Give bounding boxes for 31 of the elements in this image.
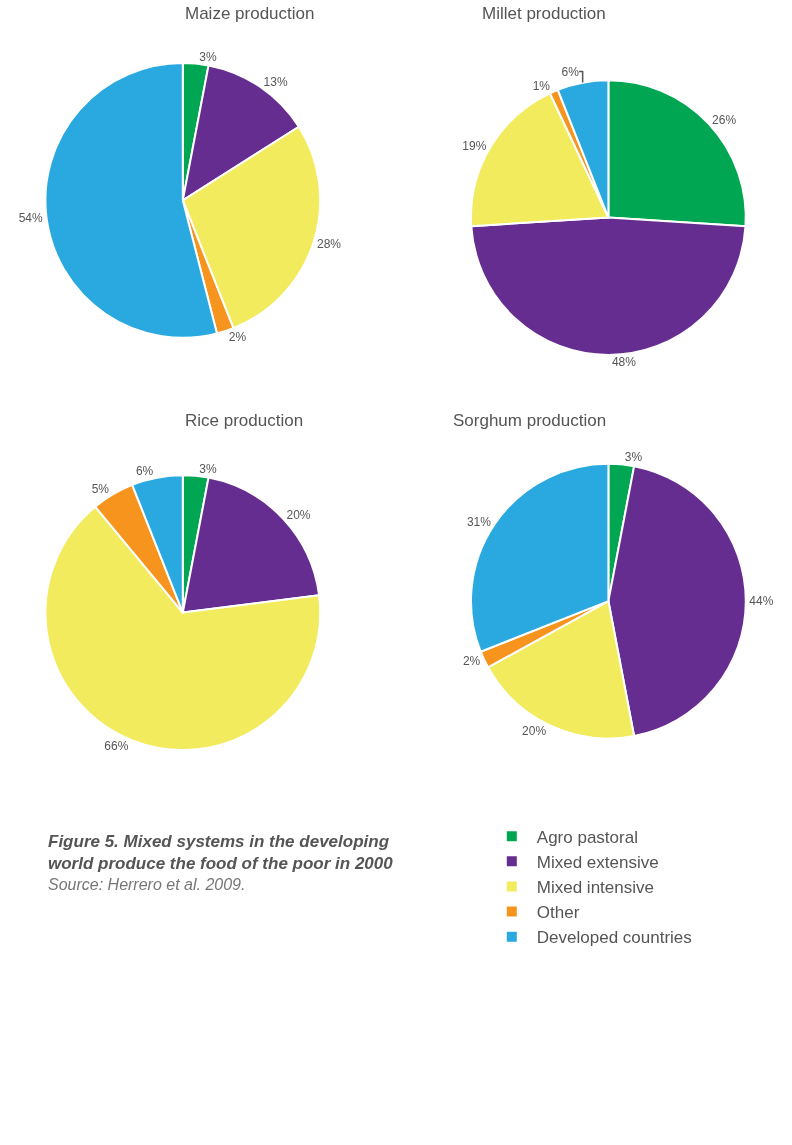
source-note: Source: Herrero et al. 2009. (48, 876, 246, 893)
data-label: 1% (532, 78, 551, 93)
data-label: 44% (749, 594, 774, 609)
chart-title: Sorghum production (453, 411, 607, 430)
legend-label: Agro pastoral (536, 827, 638, 847)
data-label: 26% (712, 113, 737, 128)
data-label: 13% (263, 74, 288, 89)
data-label: 3% (199, 49, 217, 64)
data-label: 54% (18, 210, 43, 225)
chart-title: Maize production (185, 4, 315, 23)
data-label: 6% (561, 64, 580, 79)
data-label: 3% (624, 450, 643, 465)
data-label: 19% (462, 138, 487, 153)
data-label: 3% (199, 461, 217, 476)
legend-label: Mixed intensive (536, 878, 654, 898)
data-label: 66% (104, 739, 129, 754)
chart-title: Millet production (482, 4, 606, 23)
legend-label: Mixed extensive (536, 852, 659, 872)
data-label: 2% (462, 653, 481, 668)
chart-title: Rice production (185, 411, 304, 430)
data-label: 31% (466, 514, 492, 529)
caption: Figure 5. Mixed systems in the developing world produce the food of the poor in 2000 (48, 832, 394, 874)
data-label: 2% (228, 330, 247, 345)
data-label: 20% (522, 724, 547, 739)
legend-label: Other (536, 903, 580, 923)
data-label: 5% (91, 482, 110, 497)
data-label: 6% (135, 463, 154, 478)
data-label: 28% (316, 236, 342, 251)
data-label: 20% (286, 508, 311, 523)
legend-label: Developed countries (536, 928, 692, 948)
data-label: 48% (611, 354, 637, 369)
